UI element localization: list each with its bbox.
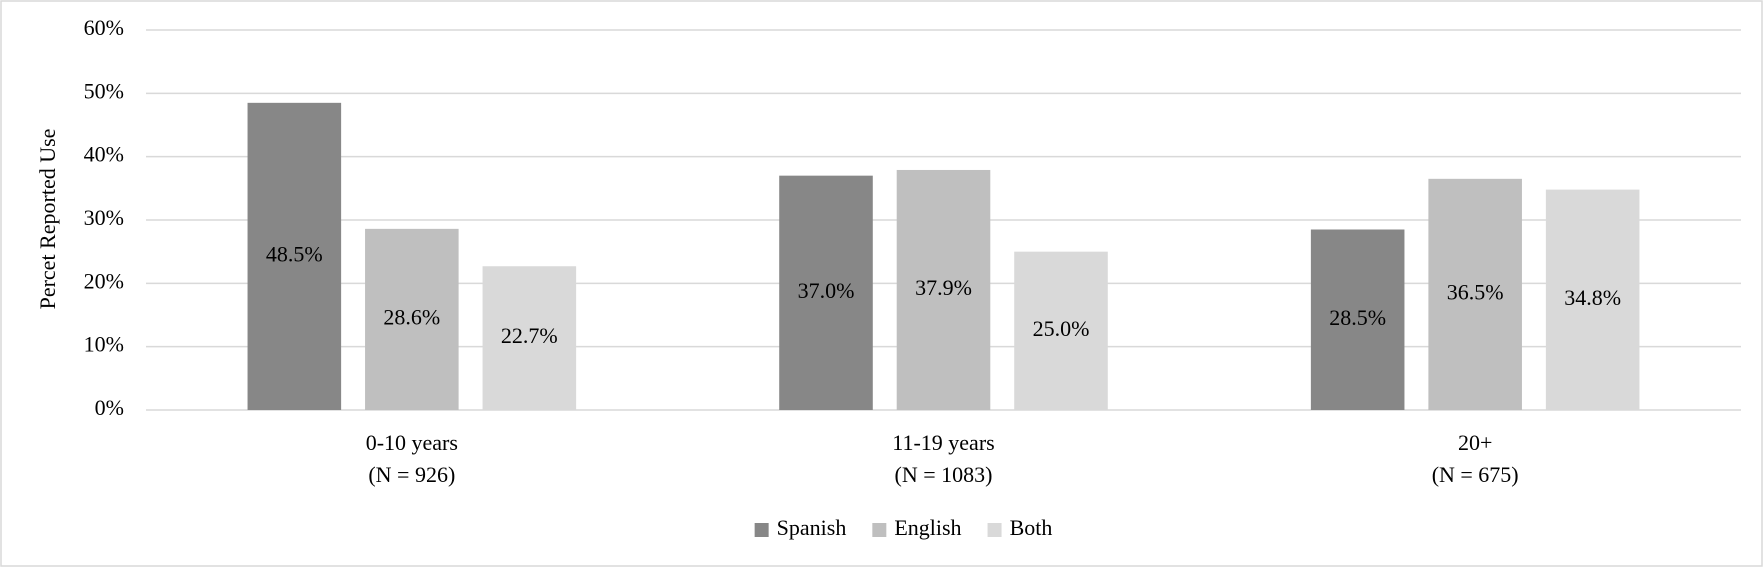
legend-label: Spanish	[777, 515, 847, 540]
legend-swatch	[754, 523, 769, 537]
bar	[779, 175, 873, 410]
bar	[1310, 229, 1405, 410]
bar	[365, 228, 459, 410]
x-tick-label: 0-10 years	[366, 430, 458, 455]
data-label: 25.0%	[1033, 316, 1090, 341]
y-tick-label: 20%	[84, 268, 124, 293]
data-label: 34.8%	[1564, 285, 1621, 310]
x-tick-label: 20+	[1458, 430, 1492, 455]
data-label: 28.6%	[383, 304, 440, 329]
y-tick-label: 10%	[84, 332, 124, 357]
x-tick-note: (N = 1083)	[895, 462, 993, 487]
y-tick-label: 30%	[84, 205, 124, 230]
y-tick-label: 40%	[84, 142, 124, 167]
bar	[1014, 251, 1108, 410]
legend-label: Both	[1010, 515, 1053, 540]
legend-swatch	[872, 523, 887, 537]
data-label: 37.9%	[915, 275, 972, 300]
bar	[247, 102, 342, 410]
legend-label: English	[894, 515, 961, 540]
data-label: 28.5%	[1329, 305, 1386, 330]
bar	[896, 169, 991, 410]
bar	[1545, 189, 1640, 410]
y-tick-label: 50%	[84, 78, 124, 103]
bar	[482, 266, 577, 410]
data-label: 48.5%	[266, 241, 323, 266]
y-tick-label: 60%	[84, 15, 124, 40]
x-tick-note: (N = 675)	[1432, 462, 1519, 487]
bar	[1428, 178, 1522, 410]
y-axis-title: Percet Reported Use	[35, 129, 60, 310]
y-tick-label: 0%	[95, 395, 124, 420]
x-tick-note: (N = 926)	[368, 462, 455, 487]
data-label: 22.7%	[501, 323, 558, 348]
legend-swatch	[987, 523, 1002, 537]
data-label: 36.5%	[1447, 279, 1504, 304]
x-tick-label: 11-19 years	[892, 430, 994, 455]
data-label: 37.0%	[798, 278, 855, 303]
